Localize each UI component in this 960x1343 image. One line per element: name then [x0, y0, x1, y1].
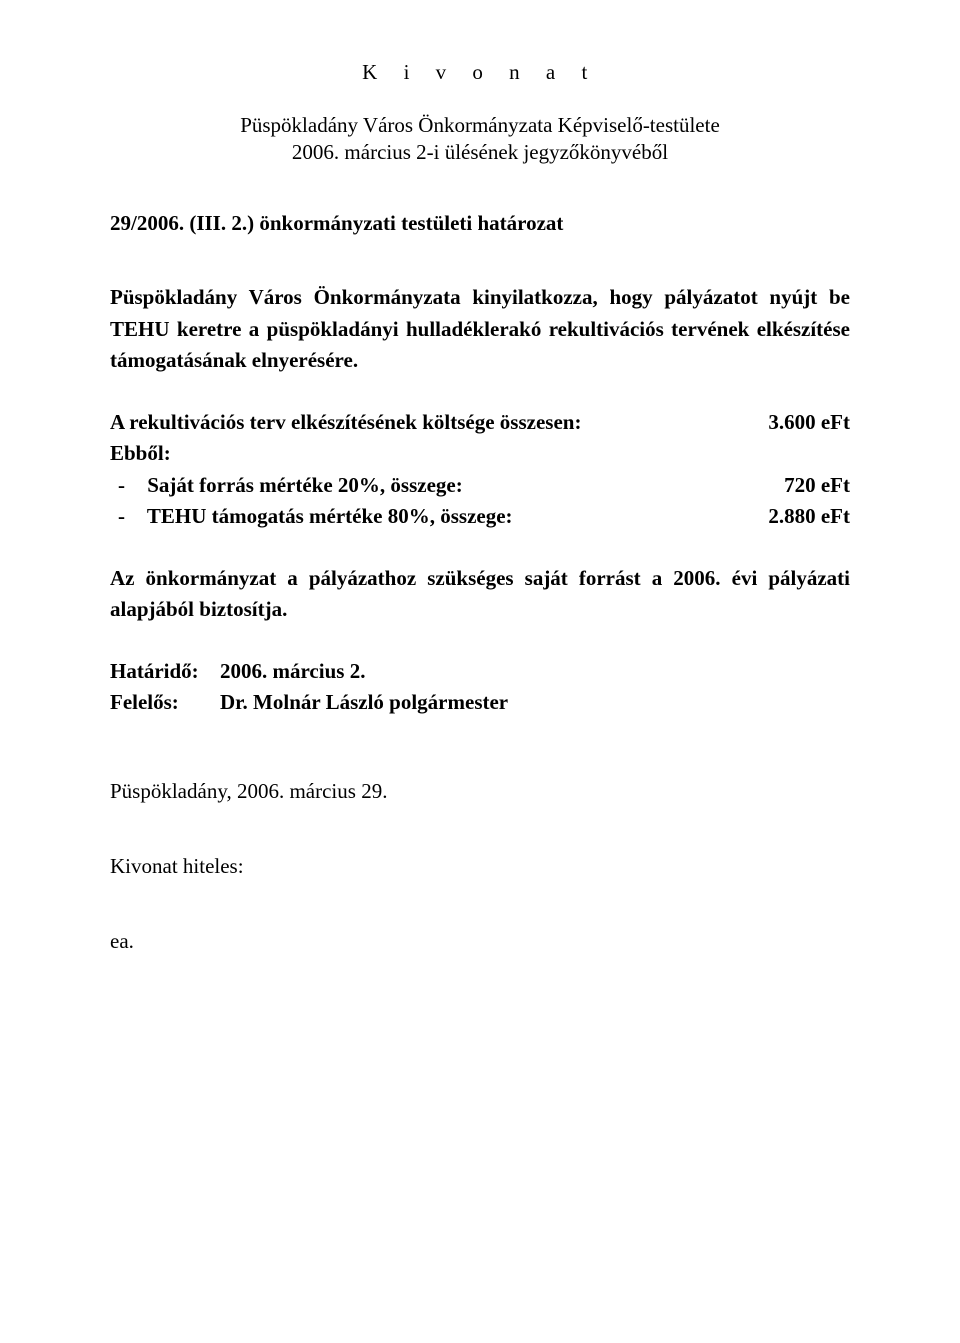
bullet-icon: -	[118, 470, 142, 502]
ea-label: ea.	[110, 929, 850, 954]
cost-block: A rekultivációs terv elkészítésének költ…	[110, 407, 850, 533]
cost-item-2-label: TEHU támogatás mértéke 80%, összege:	[147, 504, 513, 528]
responsible-label: Felelős:	[110, 687, 220, 719]
funding-text: Az önkormányzat a pályázathoz szükséges …	[110, 563, 850, 626]
cost-item-2-value: 2.880 eFt	[748, 501, 850, 533]
source-line-1: Püspökladány Város Önkormányzata Képvise…	[110, 113, 850, 138]
source-line-2: 2006. március 2-i ülésének jegyzőkönyvéb…	[110, 140, 850, 165]
cost-item-2-row: - TEHU támogatás mértéke 80%, összege: 2…	[110, 501, 850, 533]
cost-ebbol: Ebből:	[110, 438, 850, 470]
cost-total-value: 3.600 eFt	[748, 407, 850, 439]
responsible-value: Dr. Molnár László polgármester	[220, 687, 508, 719]
cost-item-1-row: - Saját forrás mértéke 20%, összege: 720…	[110, 470, 850, 502]
place-date: Püspökladány, 2006. március 29.	[110, 779, 850, 804]
bullet-icon: -	[118, 501, 142, 533]
resolution-number: 29/2006. (III. 2.) önkormányzati testüle…	[110, 211, 850, 236]
deadline-row: Határidő: 2006. március 2.	[110, 656, 850, 688]
deadline-label: Határidő:	[110, 656, 220, 688]
resolution-body: Püspökladány Város Önkormányzata kinyila…	[110, 282, 850, 377]
deadline-block: Határidő: 2006. március 2. Felelős: Dr. …	[110, 656, 850, 719]
deadline-value: 2006. március 2.	[220, 656, 365, 688]
cost-total-label: A rekultivációs terv elkészítésének költ…	[110, 407, 748, 439]
authentic-label: Kivonat hiteles:	[110, 854, 850, 879]
cost-total-row: A rekultivációs terv elkészítésének költ…	[110, 407, 850, 439]
cost-item-1-value: 720 eFt	[764, 470, 850, 502]
responsible-row: Felelős: Dr. Molnár László polgármester	[110, 687, 850, 719]
cost-item-1-label: Saját forrás mértéke 20%, összege:	[147, 473, 462, 497]
extract-title: K i v o n a t	[110, 60, 850, 85]
